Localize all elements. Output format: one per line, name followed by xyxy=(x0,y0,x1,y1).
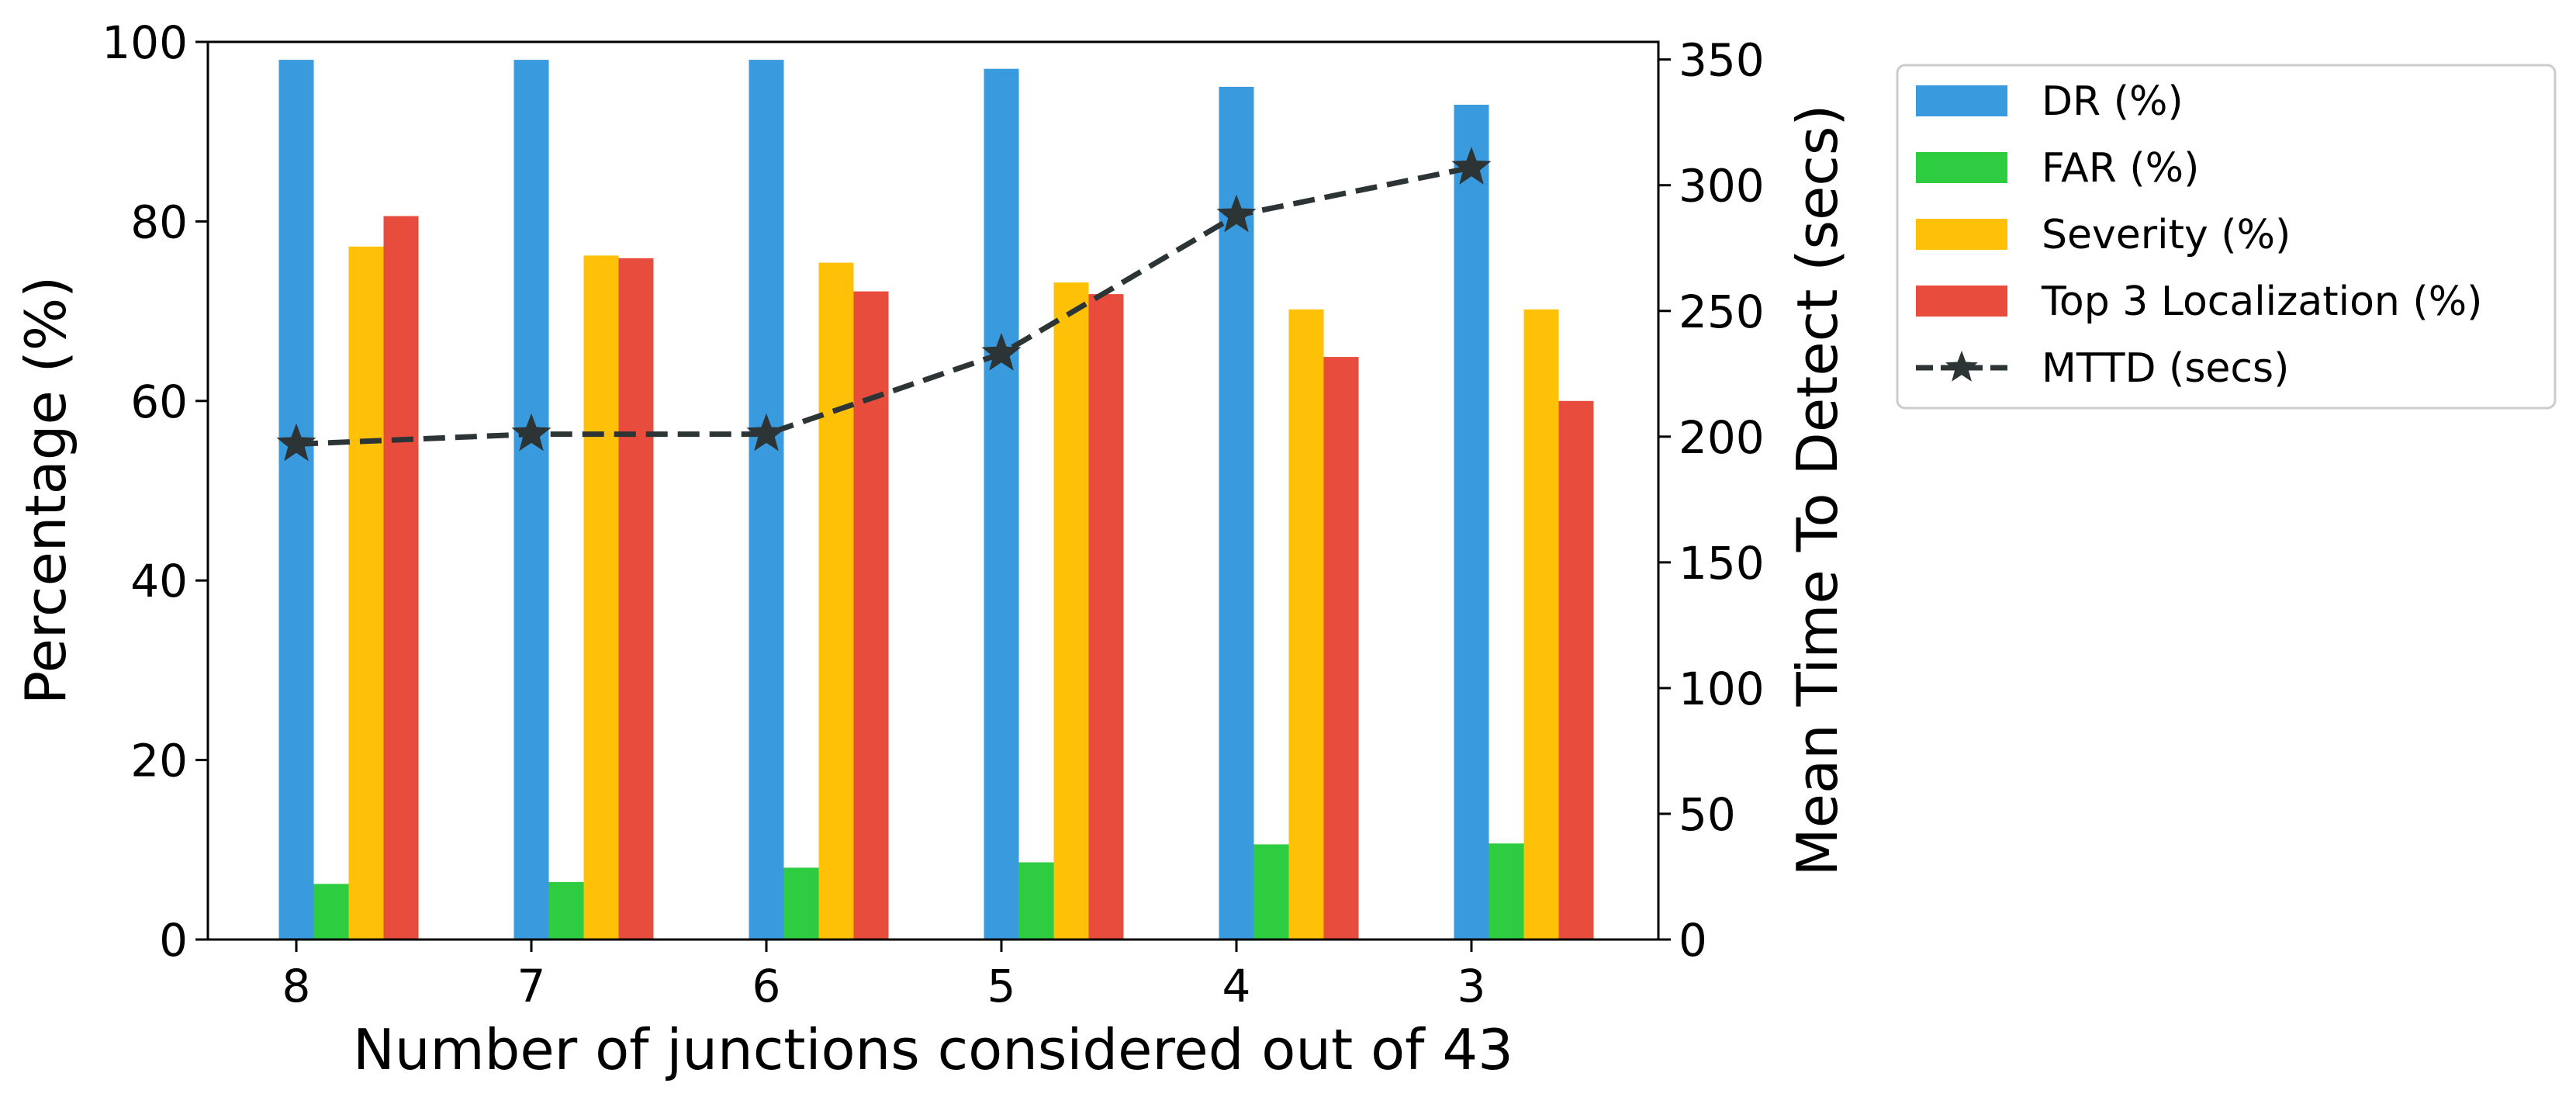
legend: DR (%) FAR (%) Severity (%) Top 3 Localizat… xyxy=(1896,64,2557,410)
bar-3-7 xyxy=(583,255,619,940)
y2-tick-label-300: 300 xyxy=(1679,160,1765,213)
mttd-point-5 xyxy=(981,333,1022,371)
x-tick-label-8: 8 xyxy=(282,960,311,1012)
y-tick-label-40: 40 xyxy=(130,555,188,607)
bar-3-3 xyxy=(1523,309,1559,940)
mttd-point-8 xyxy=(276,423,316,462)
legend-swatch-4 xyxy=(1916,286,2007,317)
mttd-line xyxy=(276,147,1492,462)
bar-4-3 xyxy=(1558,400,1594,940)
y-axis-right: 0 50 100 150 200 250 300 350 xyxy=(1658,34,1765,967)
bar-2-6 xyxy=(783,867,819,940)
plot-background xyxy=(208,42,1658,940)
bar-1-6 xyxy=(749,60,784,940)
mttd-line-path xyxy=(296,164,1472,447)
legend-label-5: MTTD (secs) xyxy=(2042,345,2289,392)
bar-4-7 xyxy=(618,258,654,940)
y2-tick-label-350: 350 xyxy=(1679,34,1765,87)
legend-label-2: FAR (%) xyxy=(2042,145,2199,192)
bar-3-4 xyxy=(1288,309,1324,940)
bar-4-8 xyxy=(383,216,419,940)
legend-star-marker xyxy=(1945,351,1978,382)
y2-axis-label: Mean Time To Detect (secs) xyxy=(1785,105,1850,877)
y-tick-label-100: 100 xyxy=(102,16,188,69)
bar-2-4 xyxy=(1253,844,1289,940)
y-tick-label-60: 60 xyxy=(130,375,188,428)
bars xyxy=(278,60,1594,940)
bar-4-6 xyxy=(853,291,889,940)
y-tick-label-80: 80 xyxy=(130,196,188,248)
mttd-point-4 xyxy=(1216,194,1257,233)
bar-4-4 xyxy=(1323,357,1359,940)
legend-frame xyxy=(1896,64,2557,410)
legend-swatch-2 xyxy=(1916,152,2007,183)
bar-1-8 xyxy=(278,60,314,940)
mttd-point-6 xyxy=(746,413,787,452)
legend-swatch-1 xyxy=(1916,85,2007,116)
y2-tick-label-0: 0 xyxy=(1679,914,1707,967)
x-axis-label: Number of junctions considered out of 43 xyxy=(353,1017,1513,1082)
legend-label-1: DR (%) xyxy=(2042,78,2184,125)
x-tick-label-6: 6 xyxy=(752,960,781,1012)
y2-tick-label-250: 250 xyxy=(1679,286,1765,338)
y-tick-label-20: 20 xyxy=(130,735,188,787)
bar-3-6 xyxy=(818,262,854,940)
x-axis: 8 7 6 5 4 3 xyxy=(282,940,1486,1012)
bar-2-3 xyxy=(1489,843,1524,940)
bar-1-5 xyxy=(984,68,1019,940)
bar-3-5 xyxy=(1053,282,1089,940)
y2-tick-label-100: 100 xyxy=(1679,663,1765,715)
bar-2-5 xyxy=(1018,862,1054,940)
bar-3-8 xyxy=(348,246,384,940)
y-axis-left: 0 20 40 60 80 100 xyxy=(102,16,208,967)
bar-1-4 xyxy=(1219,86,1254,940)
x-tick-label-4: 4 xyxy=(1222,960,1251,1012)
y2-tick-label-50: 50 xyxy=(1679,788,1736,841)
bar-4-5 xyxy=(1088,294,1124,940)
y2-tick-label-200: 200 xyxy=(1679,411,1765,464)
bar-1-3 xyxy=(1454,105,1489,940)
bar-2-7 xyxy=(548,882,584,940)
bar-1-7 xyxy=(513,60,549,940)
y-axis-label: Percentage (%) xyxy=(13,276,78,705)
plot-frame xyxy=(206,40,1660,941)
legend-label-4: Top 3 Localization (%) xyxy=(2041,279,2482,325)
x-tick-label-7: 7 xyxy=(517,960,546,1012)
mttd-point-7 xyxy=(511,413,552,452)
bar-2-8 xyxy=(313,884,349,940)
y-tick-label-0: 0 xyxy=(159,914,188,967)
x-tick-label-5: 5 xyxy=(987,960,1016,1012)
legend-swatch-3 xyxy=(1916,219,2007,250)
mttd-point-3 xyxy=(1451,147,1492,185)
x-tick-label-3: 3 xyxy=(1457,960,1486,1012)
y2-tick-label-150: 150 xyxy=(1679,537,1765,590)
legend-label-3: Severity (%) xyxy=(2042,212,2291,258)
